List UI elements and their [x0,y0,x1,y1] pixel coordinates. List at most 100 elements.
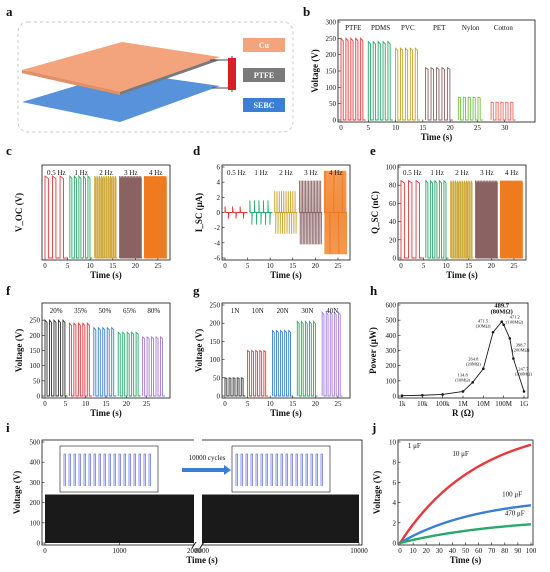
h-annotation: 264.8 [468,357,479,362]
c-xtick-label: 0 [43,262,47,270]
g-ytick-label: 250 [210,302,221,310]
e-ytick-label: 20 [389,236,397,244]
panel-c-chart: 0 5 10 15 20 25 Time (s) V_OC (V) 0.5 Hz 1 Hz 2 Hz… [14,164,171,280]
h-annotation: (30MΩ) [476,323,491,328]
j-xtick-label: 0 [398,547,402,555]
c-xtick-label: 20 [132,262,140,270]
i-inset-end-trace [235,453,323,486]
h-xtick-label: 10M [477,400,491,408]
b-ytick-label: 250 [326,35,337,43]
h-power-curve [401,320,525,397]
h-annotation: 134.8 [458,372,469,377]
cu-layer-top [22,42,220,92]
f-ytick-label: 150 [30,347,41,355]
b-xtick-label: 30 [501,124,509,132]
f-ytick-label: 200 [30,332,41,340]
e-series-1hz [425,179,449,259]
e-plot-frame [397,164,527,261]
d-series-label: 1 Hz [254,169,267,177]
j-xtick-label: 20 [423,547,431,555]
i-ytick-label: 400 [30,459,41,467]
c-ylabel: V_OC (V) [14,193,24,232]
i-break-mark [199,541,205,549]
f-series-50 [93,326,117,397]
g-plot-frame [221,302,351,399]
f-series-35 [68,322,92,397]
c-series-1hz [69,174,93,259]
h-data-point [421,393,424,397]
panel-label-e: e [370,143,376,158]
e-xlabel: Time (s) [446,270,478,280]
e-series-4hz [499,180,523,259]
j-series-label: 10 μF [452,450,469,458]
g-series-10n [247,349,268,397]
b-series-label: PDMS [371,24,390,32]
g-series-label: 30N [301,307,313,315]
d-ylabel: I_SC (μA) [194,193,204,232]
e-series-label: 3 Hz [480,169,493,177]
d-ytick-label: 0 [217,209,221,217]
h-annotation: 247.7 [518,367,529,372]
f-xlabel: Time (s) [90,408,122,418]
i-axis-break [194,439,202,546]
legend-swatch-sebc [243,98,285,112]
i-arrow [182,465,231,475]
schematic-frame [17,21,294,133]
legend-swatch-cu [243,38,285,52]
d-ytick-label: 2 [217,194,221,202]
h-data-point [502,323,505,327]
j-xlabel: Time (s) [450,555,482,565]
j-series-2 [399,504,532,545]
i-ytick-label: 300 [30,479,41,487]
i-xtick-label: 10000 [350,547,368,555]
f-series-label: 20% [50,307,63,315]
i-signal-block-early [45,494,194,543]
b-xtick-label: 0 [339,124,343,132]
e-ytick-label: 60 [389,200,397,208]
d-series-2hz [274,191,298,234]
e-xtick-label: 5 [422,262,426,270]
i-xtick-label: 8000 [195,547,210,555]
b-ytick-label: 150 [326,68,337,76]
j-series-label: 100 μF [502,491,522,499]
e-xtick-label: 20 [488,262,496,270]
d-xtick-label: 0 [223,262,227,270]
i-xlabel: Time (s) [186,555,218,565]
b-ytick-label: 50 [329,100,337,108]
g-series-label: 10N [252,307,264,315]
panel-label-c: c [6,143,12,158]
j-ytick-label: 0 [393,540,397,548]
j-xtick-label: 100 [526,547,537,555]
d-xtick-label: 5 [246,262,250,270]
g-ytick-label: 50 [213,374,221,382]
h-data-point [508,337,512,340]
e-series-label: 1 Hz [430,169,443,177]
e-series-label: 0.5 Hz [403,169,422,177]
d-xtick-label: 20 [312,262,320,270]
h-ytick-label: 600 [386,302,397,310]
h-ylabel: Power (μW) [368,327,378,374]
i-cycle-annotation: 10000 cycles [189,454,226,462]
b-xtick-label: 10 [392,124,400,132]
g-series-1n [224,377,246,397]
b-series-pvc [395,47,421,121]
b-series-label: PET [433,24,446,32]
h-annotation: (100MΩ) [506,320,524,325]
panel-label-f: f [6,283,11,298]
g-xlabel: Time (s) [270,408,302,418]
f-xtick-label: 0 [43,400,47,408]
d-series-05hz [224,206,248,219]
h-ytick-label: 300 [386,347,397,355]
g-xtick-label: 5 [246,400,250,408]
c-series-2hz [94,175,118,259]
d-xtick-label: 15 [289,262,297,270]
c-xlabel: Time (s) [90,270,122,280]
d-series-3hz [299,180,323,245]
panel-d-chart: 0 5 10 15 20 25 -6 -4 -2 0 2 4 6 Time (s) I_SC (μA) 0.5… [194,164,351,280]
b-ytick-label: 0 [333,117,337,125]
b-xtick-label: 25 [474,124,482,132]
panel-a-schematic: Cu PTFE SEBC [17,21,294,133]
g-ytick-label: 150 [210,338,221,346]
